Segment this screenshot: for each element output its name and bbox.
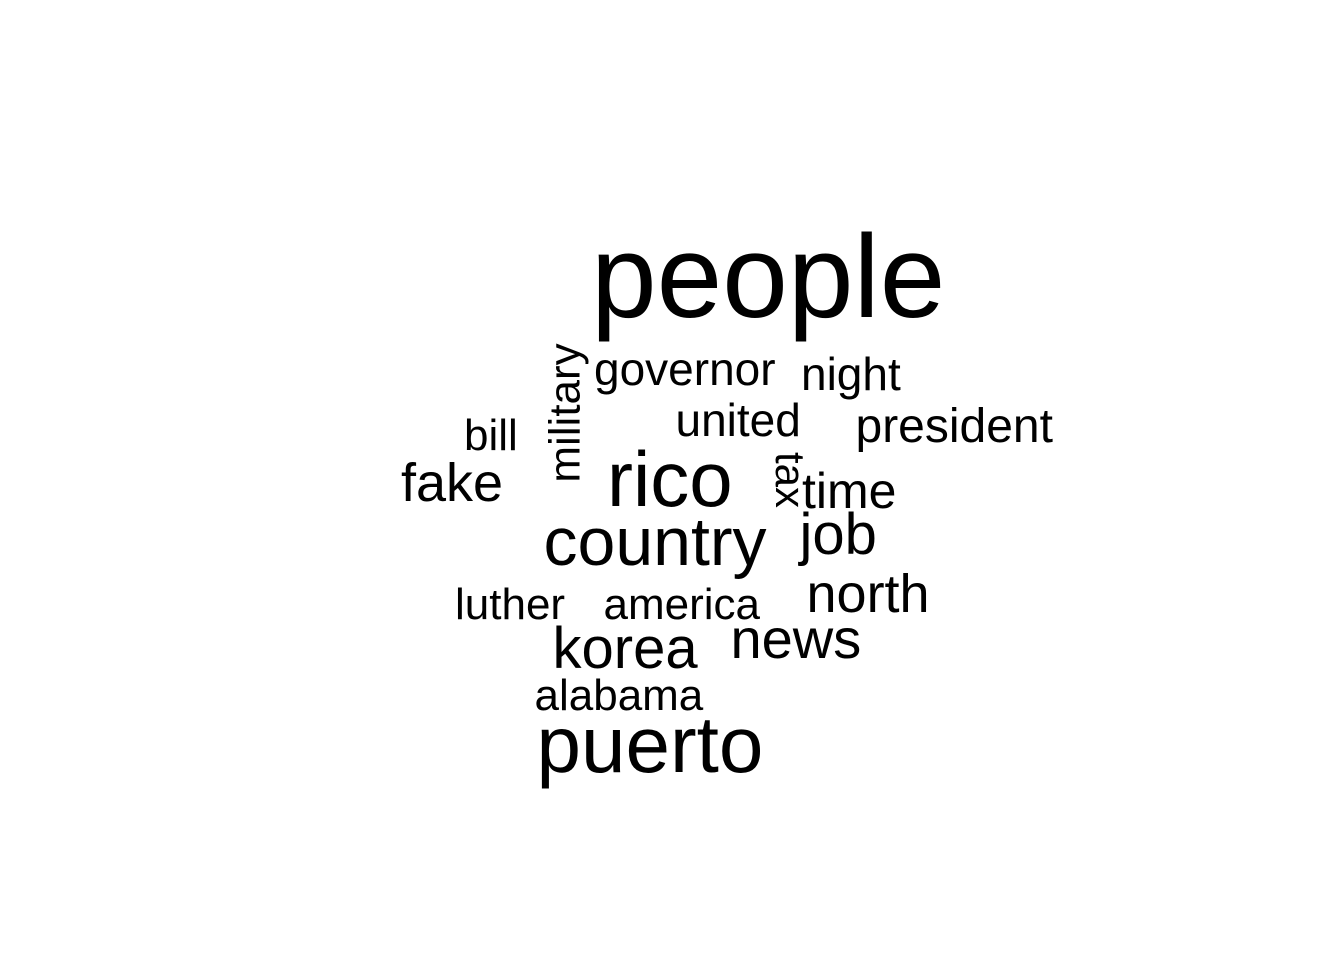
word-news: news (730, 607, 862, 671)
word-rico: rico (607, 435, 733, 524)
word-country: country (543, 504, 767, 581)
word-north: north (806, 564, 930, 625)
word-alabama: alabama (534, 671, 704, 721)
word-job: job (799, 501, 877, 567)
word-america: america (603, 580, 761, 630)
word-people: people (591, 211, 946, 344)
word-puerto: puerto (536, 699, 764, 789)
word-time: time (802, 462, 897, 519)
word-president: president (855, 399, 1053, 453)
word-military: military (540, 343, 590, 483)
word-governor: governor (594, 343, 776, 396)
word-luther: luther (455, 580, 566, 630)
word-korea: korea (552, 615, 698, 681)
word-bill: bill (464, 411, 518, 461)
word-night: night (801, 348, 901, 401)
word-united: united (675, 394, 801, 447)
word-fake: fake (401, 453, 504, 514)
